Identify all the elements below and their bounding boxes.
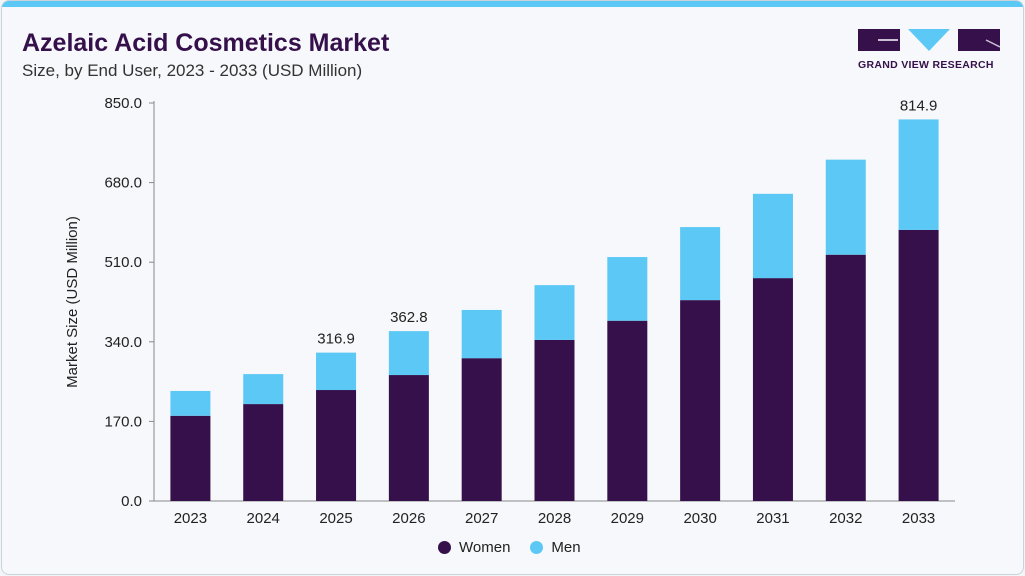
bar-women-2023 [170,415,211,501]
bar-men-2032 [825,159,866,255]
bar-women-2027 [461,358,502,501]
y-tick-label: 170.0 [104,413,142,430]
data-label-2033: 814.9 [900,97,938,114]
legend: Women Men [438,539,581,556]
x-tick-label: 2028 [538,510,571,527]
bar-women-2028 [534,339,575,501]
chart-subtitle: Size, by End User, 2023 - 2033 (USD Mill… [22,61,363,80]
accent-bar [2,1,1023,7]
bar-men-2033 [898,119,939,230]
data-label-2026: 362.8 [390,309,428,326]
x-tick-label: 2032 [829,510,862,527]
x-tick-label: 2027 [465,510,498,527]
y-axis-label: Market Size (USD Million) [64,216,81,388]
legend-swatch-women [438,541,451,554]
bar-women-2032 [825,254,866,501]
chart-title: Azelaic Acid Cosmetics Market [22,29,390,57]
grand-view-research-logo [858,29,1000,51]
bar-women-2033 [898,229,939,501]
bar-women-2026 [388,375,429,501]
x-tick-label: 2030 [683,510,716,527]
y-tick-label: 340.0 [104,334,142,351]
bar-women-2030 [680,300,721,501]
y-tick-label: 850.0 [104,95,142,112]
x-tick-label: 2023 [174,510,207,527]
logo-text: GRAND VIEW RESEARCH [858,59,994,71]
bar-men-2028 [534,285,575,340]
legend-item-women: Women [438,539,510,556]
bar-men-2024 [243,374,284,405]
legend-label-women: Women [459,539,511,556]
bar-women-2024 [243,404,284,501]
y-tick-label: 0.0 [121,493,142,510]
bar-men-2031 [752,193,793,279]
legend-label-men: Men [551,539,581,556]
bar-women-2025 [316,390,357,501]
x-tick-label: 2033 [902,510,935,527]
x-tick-label: 2025 [319,510,352,527]
bar-men-2025 [316,352,357,391]
legend-swatch-men [530,541,544,554]
x-tick-label: 2031 [756,510,789,527]
bar-men-2029 [607,257,648,321]
y-tick-label: 510.0 [104,254,142,271]
bar-women-2029 [607,320,648,501]
bar-men-2026 [388,331,429,376]
x-tick-label: 2024 [247,510,280,527]
data-label-2025: 316.9 [317,331,355,348]
x-tick-label: 2029 [611,510,644,527]
bar-women-2031 [752,278,793,501]
x-tick-label: 2026 [392,510,425,527]
y-tick-label: 680.0 [104,175,142,192]
legend-item-men: Men [530,539,581,556]
bar-men-2030 [680,227,721,301]
bar-men-2023 [170,390,211,416]
bar-men-2027 [461,309,502,359]
